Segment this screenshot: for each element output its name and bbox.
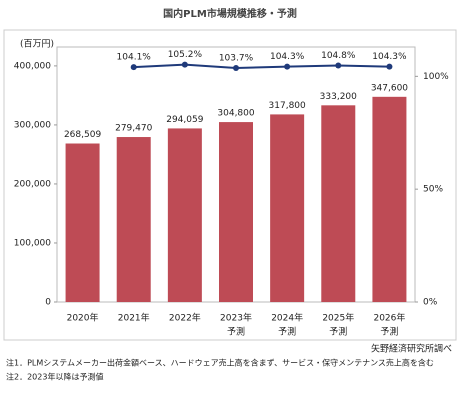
y-tick-label: 400,000 [14, 61, 51, 71]
data-label: 104.3% [372, 52, 407, 62]
x-tick-label: 2023年 [220, 312, 252, 324]
bar [65, 143, 100, 302]
x-tick-label: 2022年 [169, 312, 201, 324]
line-point [335, 62, 342, 69]
data-label: 304,800 [217, 109, 254, 119]
data-label: 279,470 [115, 124, 152, 134]
y2-tick-label: 0% [423, 298, 438, 308]
y-tick-label: 200,000 [14, 179, 51, 189]
x-tick-sublabel: 予測 [380, 326, 398, 338]
x-tick-sublabel: 予測 [227, 326, 245, 338]
x-tick-label: 2021年 [118, 312, 150, 324]
data-label: 347,600 [371, 83, 408, 93]
x-tick-label: 2026年 [373, 312, 405, 324]
note: 注1．PLMシステムメーカー出荷金額ベース、ハードウェア売上高を含まず、サービス… [6, 358, 434, 368]
data-label: 268,509 [64, 130, 101, 140]
data-label: 294,059 [166, 115, 203, 125]
x-tick-sublabel: 予測 [329, 326, 347, 338]
data-label: 103.7% [219, 53, 254, 63]
line-point [284, 63, 291, 70]
bar [219, 122, 253, 302]
y-tick-label: 100,000 [14, 238, 51, 248]
bar [167, 128, 202, 302]
data-label: 104.3% [270, 52, 305, 62]
line-point [233, 64, 239, 71]
chart-title: 国内PLM市場規模推移・予測 [163, 7, 297, 20]
y-axis-unit: (百万円) [20, 39, 54, 50]
data-label: 317,800 [269, 101, 306, 111]
x-tick-label: 2024年 [271, 312, 303, 324]
x-tick-sublabel: 予測 [278, 326, 296, 338]
line [133, 63, 390, 69]
line-point [181, 61, 188, 68]
chart-frame [3, 29, 457, 341]
note: 注2．2023年以降は予測値 [6, 372, 103, 382]
line-point [130, 64, 137, 71]
y-tick-label: 0 [45, 298, 51, 308]
y2-tick-label: 50% [423, 185, 443, 195]
line-point [386, 63, 393, 70]
bar [270, 114, 305, 302]
data-label: 333,200 [320, 92, 357, 102]
y-tick-label: 300,000 [14, 120, 51, 130]
bar [116, 137, 151, 302]
data-label: 104.8% [321, 51, 356, 61]
bar [372, 96, 407, 302]
data-label: 104.1% [117, 53, 152, 63]
data-label: 105.2% [168, 50, 203, 60]
x-tick-label: 2020年 [67, 312, 99, 324]
x-tick-label: 2025年 [322, 312, 354, 324]
source: 矢野経済研究所調べ [371, 343, 452, 355]
bar [321, 105, 356, 302]
y2-tick-label: 100% [423, 72, 449, 82]
